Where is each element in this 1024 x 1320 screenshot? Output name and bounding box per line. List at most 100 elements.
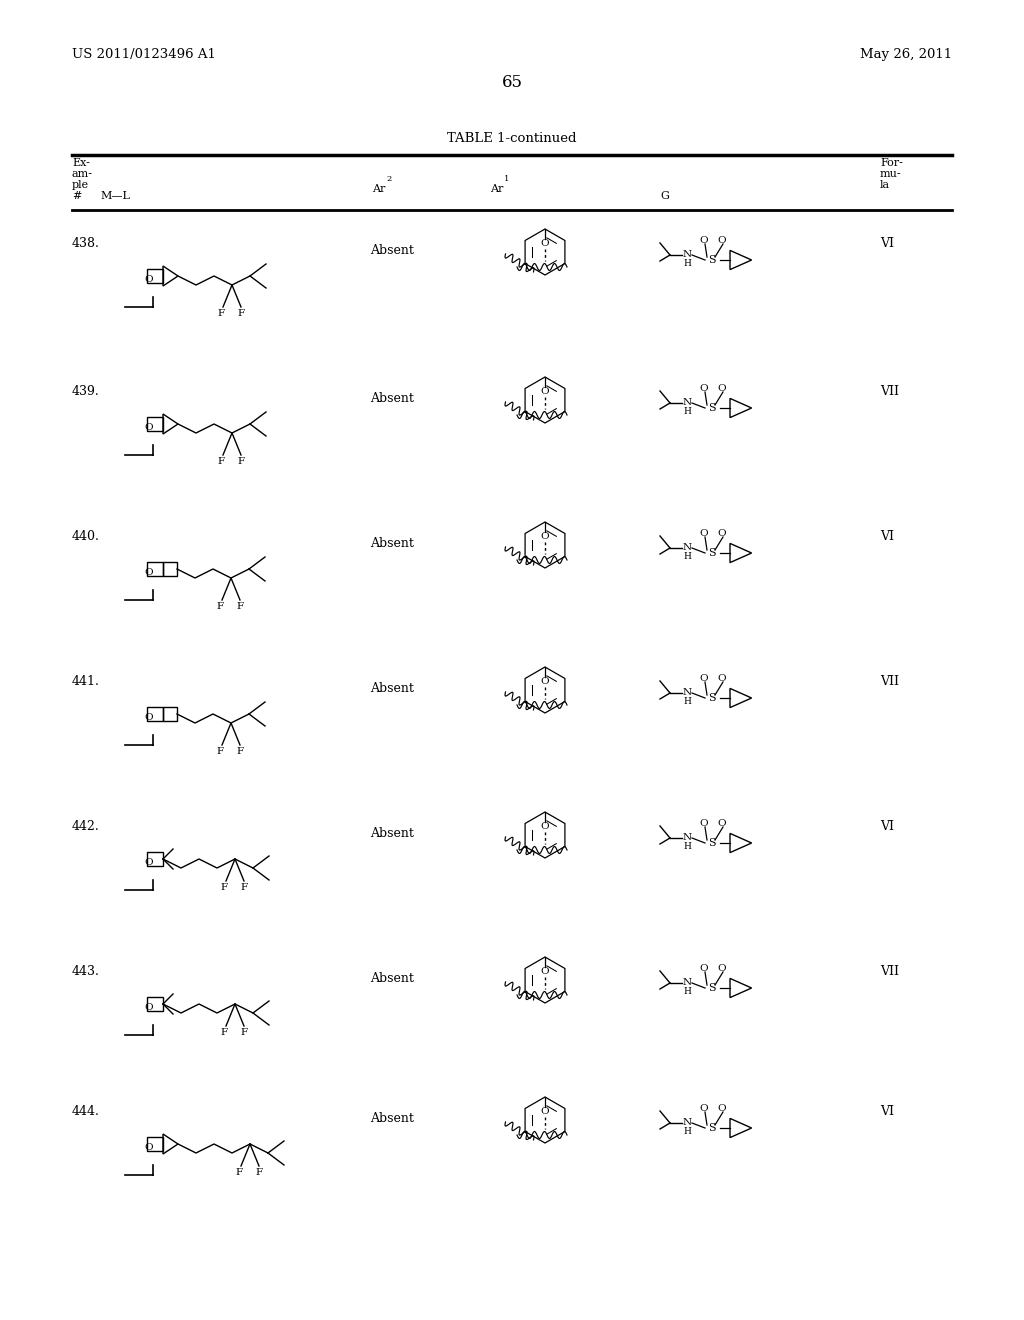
Text: Absent: Absent: [370, 828, 414, 840]
Text: N: N: [683, 688, 692, 697]
Text: O: O: [699, 818, 708, 828]
Text: 442.: 442.: [72, 820, 99, 833]
Text: S: S: [708, 983, 716, 993]
Text: O: O: [717, 529, 726, 539]
Text: H: H: [683, 842, 691, 851]
Text: O: O: [540, 822, 549, 832]
Text: F: F: [236, 602, 243, 611]
Text: VI: VI: [880, 820, 894, 833]
Text: O: O: [144, 568, 154, 577]
Text: F: F: [216, 602, 223, 611]
Text: Absent: Absent: [370, 537, 414, 550]
Text: O: O: [699, 1104, 708, 1113]
Text: F: F: [234, 1168, 242, 1177]
Text: O: O: [699, 236, 708, 246]
Text: 438.: 438.: [72, 238, 100, 249]
Text: H: H: [683, 697, 691, 706]
Text: H: H: [683, 987, 691, 997]
Text: F: F: [240, 1028, 247, 1038]
Text: VI: VI: [880, 531, 894, 543]
Text: May 26, 2011: May 26, 2011: [860, 48, 952, 61]
Text: S: S: [708, 548, 716, 558]
Text: O: O: [717, 1104, 726, 1113]
Text: N: N: [683, 249, 692, 259]
Text: N: N: [683, 399, 692, 407]
Text: F: F: [220, 1028, 227, 1038]
Text: O: O: [717, 236, 726, 246]
Text: #: #: [72, 191, 81, 201]
Text: Ar: Ar: [372, 183, 385, 194]
Text: O: O: [540, 677, 549, 686]
Text: VI: VI: [880, 238, 894, 249]
Text: O: O: [540, 532, 549, 541]
Text: H: H: [683, 552, 691, 561]
Text: Ar: Ar: [490, 183, 504, 194]
Text: F: F: [237, 457, 244, 466]
Text: N: N: [683, 833, 692, 842]
Text: Absent: Absent: [370, 682, 414, 696]
Text: 65: 65: [502, 74, 522, 91]
Text: F: F: [220, 883, 227, 892]
Text: M—L: M—L: [100, 191, 130, 201]
Text: O: O: [144, 713, 154, 722]
Text: H: H: [683, 1127, 691, 1137]
Text: ple: ple: [72, 180, 89, 190]
Text: 439.: 439.: [72, 385, 99, 399]
Text: F: F: [240, 883, 247, 892]
Text: O: O: [144, 1003, 154, 1012]
Text: O: O: [540, 239, 549, 248]
Text: mu-: mu-: [880, 169, 901, 180]
Text: F: F: [236, 747, 243, 756]
Text: F: F: [237, 309, 244, 318]
Text: 1: 1: [504, 176, 509, 183]
Text: O: O: [540, 1107, 549, 1115]
Text: O: O: [144, 275, 154, 284]
Text: N: N: [683, 1118, 692, 1127]
Text: S: S: [708, 1123, 716, 1133]
Text: O: O: [699, 384, 708, 393]
Text: VII: VII: [880, 965, 899, 978]
Text: O: O: [540, 968, 549, 975]
Text: Ex-: Ex-: [72, 158, 90, 168]
Text: S: S: [708, 403, 716, 413]
Text: O: O: [699, 675, 708, 682]
Text: am-: am-: [72, 169, 93, 180]
Text: VII: VII: [880, 675, 899, 688]
Text: O: O: [717, 964, 726, 973]
Text: US 2011/0123496 A1: US 2011/0123496 A1: [72, 48, 216, 61]
Text: Absent: Absent: [370, 1111, 414, 1125]
Text: O: O: [717, 818, 726, 828]
Text: S: S: [708, 255, 716, 265]
Text: la: la: [880, 180, 890, 190]
Text: S: S: [708, 693, 716, 704]
Text: 440.: 440.: [72, 531, 100, 543]
Text: For-: For-: [880, 158, 903, 168]
Text: O: O: [540, 387, 549, 396]
Text: Absent: Absent: [370, 244, 414, 257]
Text: O: O: [144, 422, 154, 432]
Text: Absent: Absent: [370, 392, 414, 405]
Text: 441.: 441.: [72, 675, 100, 688]
Text: O: O: [717, 675, 726, 682]
Text: H: H: [683, 407, 691, 416]
Text: F: F: [255, 1168, 262, 1177]
Text: O: O: [144, 1143, 154, 1152]
Text: O: O: [144, 858, 154, 867]
Text: N: N: [683, 978, 692, 987]
Text: F: F: [216, 747, 223, 756]
Text: 443.: 443.: [72, 965, 100, 978]
Text: S: S: [708, 838, 716, 847]
Text: 444.: 444.: [72, 1105, 100, 1118]
Text: TABLE 1-continued: TABLE 1-continued: [447, 132, 577, 145]
Text: Absent: Absent: [370, 972, 414, 985]
Text: 2: 2: [386, 176, 391, 183]
Text: O: O: [699, 964, 708, 973]
Text: N: N: [683, 543, 692, 552]
Text: VI: VI: [880, 1105, 894, 1118]
Text: O: O: [699, 529, 708, 539]
Text: VII: VII: [880, 385, 899, 399]
Text: F: F: [217, 457, 224, 466]
Text: F: F: [217, 309, 224, 318]
Text: O: O: [717, 384, 726, 393]
Text: G: G: [660, 191, 669, 201]
